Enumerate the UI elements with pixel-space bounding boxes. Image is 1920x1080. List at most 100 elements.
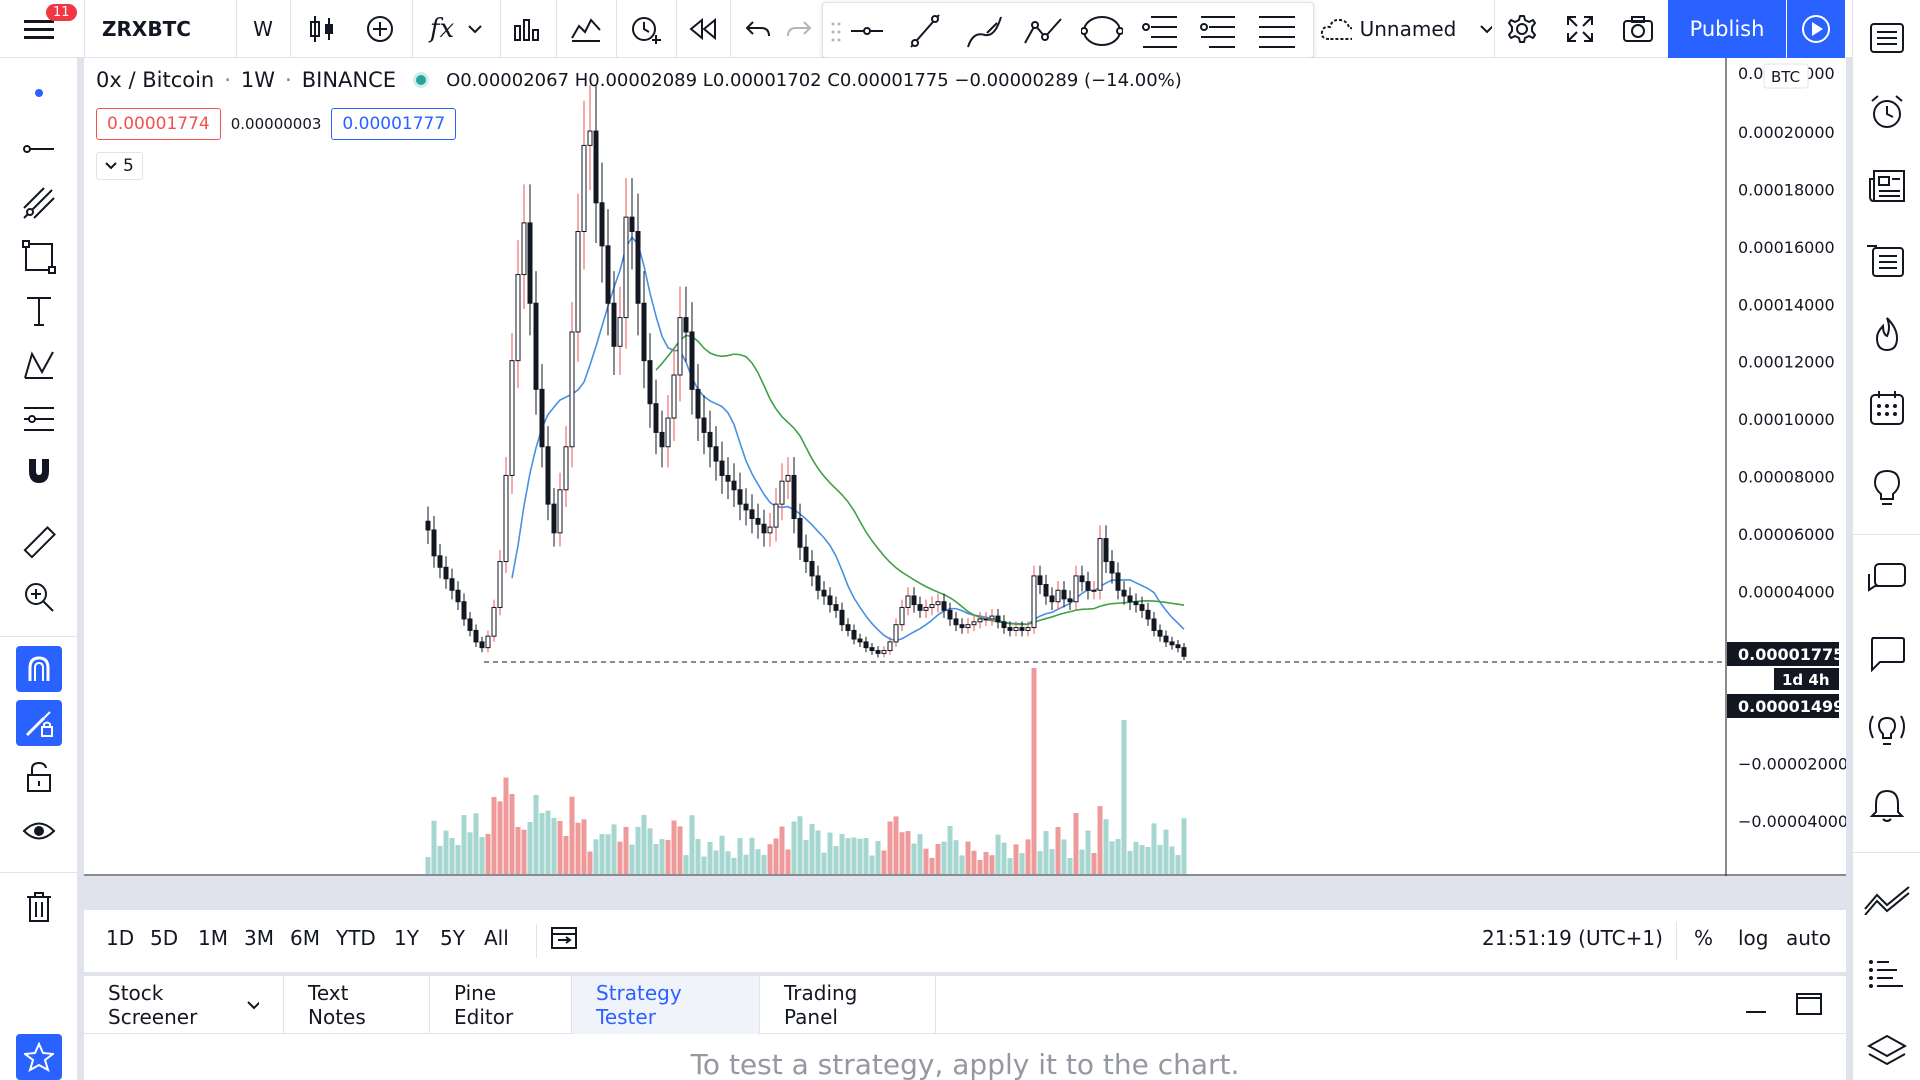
rectangle-tool[interactable] [14,234,64,280]
panel-tab-stock-screener[interactable]: Stock Screener [84,976,284,1034]
chat-button[interactable] [1861,628,1913,680]
currency-badge[interactable]: BTC [1763,63,1809,89]
goto-date-button[interactable] [550,924,578,952]
settings-button[interactable] [1496,0,1548,58]
price-chart[interactable]: 0.00020000 0.00018000 0.00016000 0.00014000… [84,58,1846,876]
candle [959,618,965,634]
legend-exchange: BINANCE [301,68,397,92]
legend-title[interactable]: 0x / Bitcoin [96,68,215,92]
magnet-mode-button[interactable] [16,646,62,692]
trading-button[interactable] [1861,874,1913,926]
timeframe-all[interactable]: All [484,926,509,950]
chart-style-button[interactable] [294,0,350,58]
minimize-panel-button[interactable] [1744,992,1768,1016]
streams-button[interactable] [1861,706,1913,758]
cursor-tool[interactable] [14,70,64,116]
text-tool[interactable] [14,288,64,334]
pitchfan-tool[interactable] [1257,11,1297,51]
chart-pane[interactable]: 0.00020000 0.00018000 0.00016000 0.00014000… [84,58,1846,876]
volume-bar [1001,842,1007,874]
layout-name-button[interactable]: Unnamed [1320,0,1492,58]
ruler-tool[interactable] [14,520,64,566]
financials-button[interactable] [502,0,552,58]
buy-price-button[interactable]: 0.00001777 [331,108,457,140]
menu-button[interactable]: 11 [6,0,77,58]
ideas-button[interactable] [1861,462,1913,514]
percent-toggle[interactable]: % [1694,926,1714,950]
watchlist-button[interactable] [1861,12,1913,64]
interval-button[interactable]: W [253,17,273,41]
volume-bar [797,816,803,874]
news-button[interactable] [1861,160,1913,212]
pattern-tool[interactable] [14,342,64,388]
indicators-button[interactable]: fx [416,0,496,58]
auto-toggle[interactable]: auto [1786,926,1832,950]
redo-button[interactable] [776,0,822,58]
price-axis[interactable]: 0.00020000 0.00018000 0.00016000 0.00014000… [1727,63,1846,831]
timeframe-1y[interactable]: 1Y [394,926,419,950]
symbol-search[interactable]: ZRXBTC [102,17,191,41]
hotlists-button[interactable] [1861,308,1913,360]
volume-bar [863,838,869,874]
pitchfork-tool[interactable] [14,180,64,226]
alert-button[interactable] [618,0,674,58]
timeframe-6m[interactable]: 6M [290,926,320,950]
templates-button[interactable] [558,0,614,58]
hide-drawings-button[interactable] [14,808,64,854]
replay-button[interactable] [678,0,728,58]
candle [683,286,689,362]
calendar-button[interactable] [1861,382,1913,434]
timeframe-5y[interactable]: 5Y [440,926,465,950]
price-axis-label: −0.00002000 [1738,754,1846,773]
timeframe-3m[interactable]: 3M [244,926,274,950]
brush-tool[interactable] [965,11,1005,51]
remove-drawings-button[interactable] [14,884,64,930]
publish-button[interactable]: Publish [1668,0,1786,58]
alerts-button[interactable] [1861,86,1913,138]
timeframe-1d[interactable]: 1D [106,926,135,950]
candle [839,602,845,632]
volume-bar [719,835,725,874]
fib-extension-tool[interactable] [1199,11,1237,51]
timeframe-1m[interactable]: 1M [198,926,228,950]
panel-tab-trading-panel[interactable]: Trading Panel [760,976,936,1034]
snapshot-button[interactable] [1610,0,1666,58]
zoom-tool[interactable] [14,574,64,620]
line-tool[interactable] [14,126,64,172]
maximize-panel-button[interactable] [1796,992,1822,1016]
volume-bar [497,801,503,874]
stay-in-drawing-button[interactable] [16,700,62,746]
favorites-button[interactable] [16,1034,62,1080]
drag-handle-icon[interactable] [831,21,841,43]
data-window-button[interactable] [1861,234,1913,286]
undo-button[interactable] [734,0,782,58]
volume-bar [911,843,917,874]
volume-bar [1091,853,1097,874]
play-button[interactable] [1787,0,1845,58]
panel-tab-strategy-tester[interactable]: Strategy Tester [572,976,760,1034]
volume-bar [473,813,479,874]
ellipse-tool[interactable] [1081,11,1123,51]
lock-drawings-button[interactable] [14,754,64,800]
panel-tab-text-notes[interactable]: Text Notes [284,976,430,1034]
timeframe-ytd[interactable]: YTD [336,926,376,950]
volume-bar [773,838,779,874]
indicators-toggle[interactable]: 5 [96,152,143,180]
prediction-tool[interactable] [14,396,64,442]
chats-button[interactable] [1861,554,1913,606]
sell-price-button[interactable]: 0.00001774 [96,108,221,140]
polyline-tool[interactable] [1023,11,1063,51]
notifications-button[interactable] [1861,780,1913,832]
object-tree-button[interactable] [1861,1026,1913,1078]
magnet-tool[interactable] [14,448,64,494]
dom-button[interactable] [1861,950,1913,1002]
fullscreen-button[interactable] [1552,0,1608,58]
horizontal-line-tool[interactable] [849,11,885,51]
timeframe-5d[interactable]: 5D [150,926,179,950]
trend-line-tool[interactable] [907,11,943,51]
fib-retracement-tool[interactable] [1141,11,1179,51]
panel-tab-pine-editor[interactable]: Pine Editor [430,976,572,1034]
clock-display[interactable]: 21:51:19 (UTC+1) [1482,926,1663,950]
log-toggle[interactable]: log [1738,926,1769,950]
compare-button[interactable] [352,0,408,58]
